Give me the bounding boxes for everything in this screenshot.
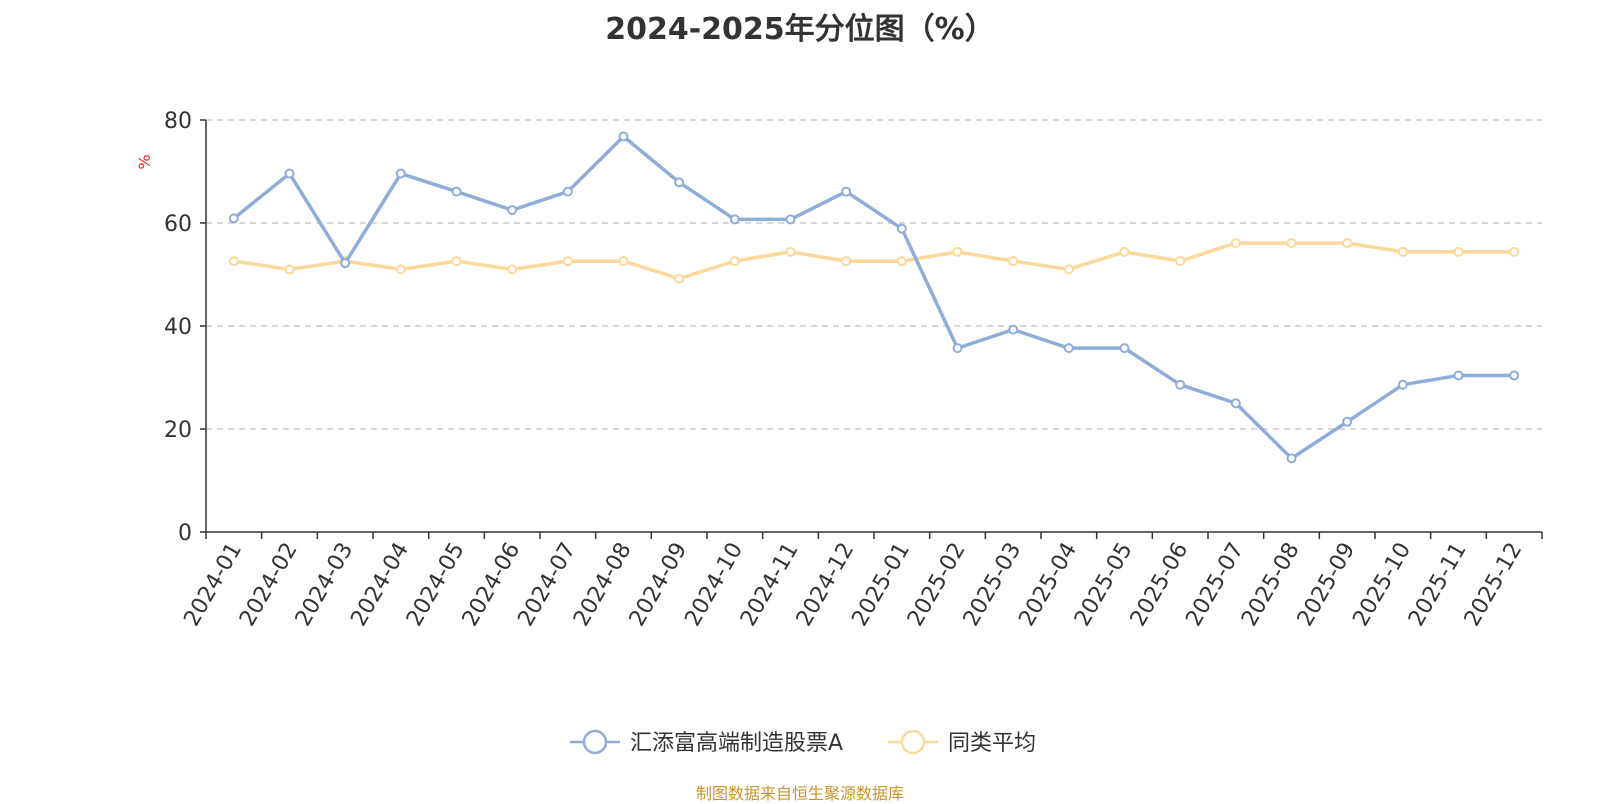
data-point[interactable] (507, 205, 518, 216)
data-point[interactable] (674, 177, 685, 188)
data-point[interactable] (952, 343, 963, 354)
data-point[interactable] (729, 256, 740, 267)
y-tick-label: 20 (164, 418, 192, 443)
data-point[interactable] (1453, 370, 1464, 381)
legend-marker-icon (900, 729, 926, 755)
series-1 (228, 238, 1520, 284)
data-point[interactable] (228, 256, 239, 267)
data-point[interactable] (1063, 264, 1074, 275)
legend-item-0[interactable]: 汇添富高端制造股票A (570, 729, 843, 756)
data-point[interactable] (1453, 246, 1464, 257)
y-tick-label: 60 (164, 212, 192, 237)
data-point[interactable] (1342, 416, 1353, 427)
data-point[interactable] (952, 246, 963, 257)
data-point[interactable] (896, 256, 907, 267)
data-point[interactable] (785, 214, 796, 225)
data-point[interactable] (507, 264, 518, 275)
data-point[interactable] (284, 264, 295, 275)
y-tick-label: 0 (178, 521, 192, 546)
data-point[interactable] (451, 186, 462, 197)
data-point[interactable] (1397, 379, 1408, 390)
data-point[interactable] (1119, 343, 1130, 354)
data-point[interactable] (1175, 256, 1186, 267)
legend-label: 汇添富高端制造股票A (630, 731, 843, 756)
data-point[interactable] (562, 186, 573, 197)
data-point[interactable] (896, 223, 907, 234)
data-point[interactable] (841, 186, 852, 197)
y-tick-label: 80 (164, 109, 192, 134)
data-point[interactable] (284, 168, 295, 179)
data-point[interactable] (1230, 398, 1241, 409)
legend-marker-icon (582, 729, 608, 755)
data-point[interactable] (1175, 379, 1186, 390)
data-point[interactable] (1230, 238, 1241, 249)
legend-item-1[interactable]: 同类平均 (888, 729, 1036, 756)
data-point[interactable] (1063, 343, 1074, 354)
data-point[interactable] (841, 256, 852, 267)
data-point[interactable] (395, 264, 406, 275)
data-point[interactable] (1119, 246, 1130, 257)
data-point[interactable] (1008, 324, 1019, 335)
source-note: 制图数据来自恒生聚源数据库 (695, 784, 904, 803)
data-point[interactable] (1286, 238, 1297, 249)
data-point[interactable] (618, 131, 629, 142)
data-point[interactable] (1397, 246, 1408, 257)
chart-title: 2024-2025年分位图（%） (605, 12, 995, 47)
y-tick-label: 40 (164, 315, 192, 340)
data-point[interactable] (1008, 256, 1019, 267)
data-point[interactable] (1286, 453, 1297, 464)
data-point[interactable] (562, 256, 573, 267)
data-point[interactable] (785, 246, 796, 257)
data-point[interactable] (729, 214, 740, 225)
legend[interactable]: 汇添富高端制造股票A 同类平均 (570, 729, 1036, 756)
axes: 020406080%2024-012024-022024-032024-0420… (135, 109, 1543, 631)
series-line-1 (232, 241, 1516, 281)
grid-lines (206, 119, 1542, 430)
data-point[interactable] (1509, 370, 1520, 381)
data-point[interactable] (618, 256, 629, 267)
legend-label: 同类平均 (948, 731, 1036, 756)
data-point[interactable] (1509, 246, 1520, 257)
data-point[interactable] (228, 213, 239, 224)
y-axis-label: % (135, 154, 154, 169)
data-point[interactable] (674, 273, 685, 284)
data-point[interactable] (451, 256, 462, 267)
data-point[interactable] (340, 258, 351, 269)
series-line-0 (232, 134, 1516, 461)
data-point[interactable] (395, 168, 406, 179)
series-0 (228, 131, 1520, 464)
series-layer (228, 131, 1520, 464)
data-point[interactable] (1342, 238, 1353, 249)
